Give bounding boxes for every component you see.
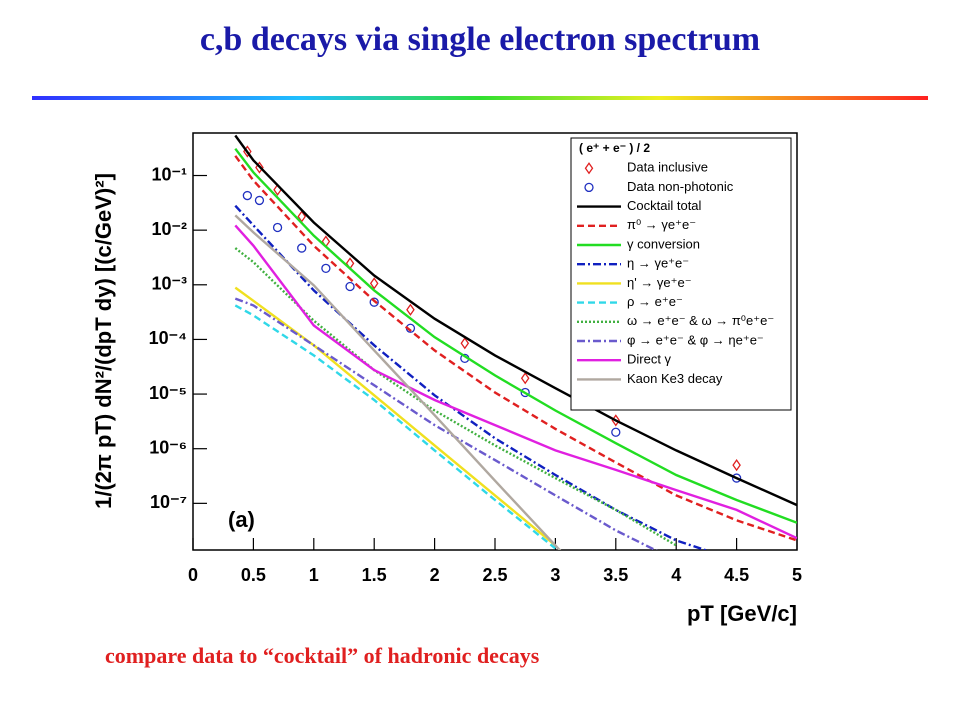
- legend-marker: [584, 182, 594, 193]
- data-point: [297, 243, 307, 253]
- x-axis-title: pT [GeV/c]: [687, 601, 797, 626]
- y-tick-label: 10⁻¹: [151, 164, 187, 184]
- data-point: [242, 190, 253, 201]
- plot-area: [234, 134, 797, 550]
- y-tick-label: 10⁻⁷: [150, 492, 187, 512]
- data-point: [406, 303, 415, 316]
- legend-label: Data inclusive: [627, 160, 708, 175]
- y-tick-label: 10⁻⁵: [149, 383, 187, 403]
- x-tick-label: 2: [430, 565, 440, 585]
- series-line: [234, 297, 658, 550]
- data-point: [321, 263, 331, 273]
- x-tick-label: 3.5: [603, 565, 628, 585]
- x-tick-label: 1.5: [362, 565, 387, 585]
- x-tick-label: 5: [792, 565, 802, 585]
- series-line: [234, 155, 797, 542]
- series-line: [234, 304, 557, 550]
- slide-title: c,b decays via single electron spectrum: [200, 21, 760, 58]
- y-tick-label: 10⁻⁴: [149, 328, 187, 348]
- data-point: [254, 195, 265, 206]
- legend-label: η → γe⁺e⁻: [627, 256, 689, 271]
- legend-title: ( e⁺ + e⁻ ) / 2: [579, 141, 650, 155]
- legend-label: ω → e⁺e⁻ & ω → π⁰e⁺e⁻: [627, 313, 774, 328]
- y-tick-label: 10⁻²: [151, 219, 187, 239]
- legend-label: φ → e⁺e⁻ & φ → ηe⁺e⁻: [627, 332, 764, 347]
- series-line: [234, 286, 557, 547]
- data-point: [272, 222, 283, 233]
- caption: compare data to “cocktail” of hadronic d…: [105, 643, 540, 668]
- legend-label: Cocktail total: [627, 198, 702, 213]
- data-point: [611, 427, 621, 437]
- legend-box: [570, 137, 792, 411]
- annotation: (a): [228, 507, 255, 532]
- x-tick-label: 3: [550, 565, 560, 585]
- data-point: [255, 161, 264, 174]
- series-line: [234, 247, 677, 547]
- y-tick-label: 10⁻⁶: [149, 437, 187, 457]
- x-tick-label: 1: [309, 565, 319, 585]
- series-line: [234, 224, 797, 540]
- x-tick-label: 2.5: [482, 565, 507, 585]
- y-axis-title: 1/(2π pT) dN²/(dpT dy) [(c/GeV)²]: [91, 173, 116, 509]
- series-line: [234, 147, 797, 524]
- legend-label: Direct γ: [627, 352, 672, 367]
- legend-label: Kaon Ke3 decay: [627, 371, 723, 386]
- legend-label: π⁰ → γe⁺e⁻: [627, 217, 696, 232]
- data-point: [345, 281, 355, 292]
- data-point: [520, 372, 530, 385]
- x-tick-label: 4: [671, 565, 681, 585]
- x-tick-label: 4.5: [724, 565, 749, 585]
- data-point: [731, 473, 742, 483]
- legend-label: ρ → e⁺e⁻: [627, 294, 683, 309]
- data-point: [369, 277, 379, 290]
- legend-label: γ conversion: [627, 236, 700, 251]
- x-tick-label: 0: [188, 565, 198, 585]
- data-point: [520, 387, 530, 398]
- series-line: [234, 214, 562, 550]
- data-point: [732, 459, 741, 472]
- data-point: [369, 297, 379, 307]
- data-point: [460, 337, 470, 350]
- y-tick-label: 10⁻³: [151, 274, 187, 294]
- x-tick-label: 0.5: [241, 565, 266, 585]
- title-rule: [32, 96, 928, 100]
- series-line: [234, 134, 797, 507]
- legend-marker: [584, 162, 594, 175]
- legend-label: η' → γe⁺e⁻: [627, 275, 692, 290]
- legend-label: Data non-photonic: [627, 179, 734, 194]
